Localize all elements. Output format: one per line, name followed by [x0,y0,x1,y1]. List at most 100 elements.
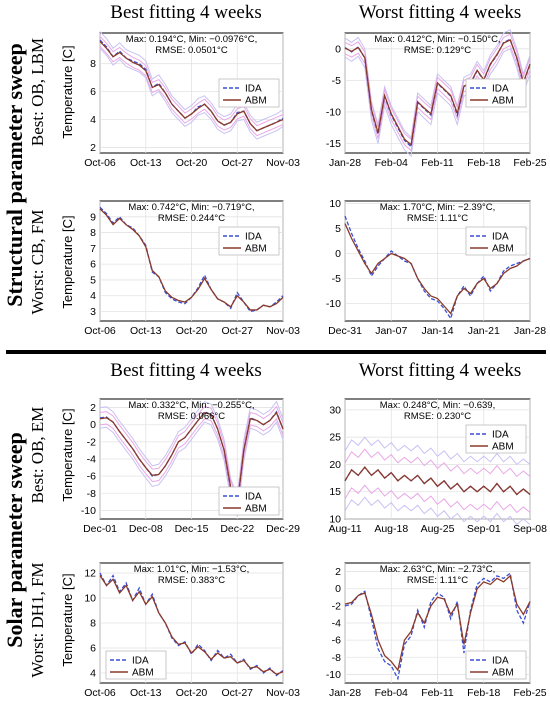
x-tick-label: Oct-13 [130,325,162,337]
chart-panels: 2 4 6 8 Oct-06 Oct-13 Oct-20 Oct-27 Nov-03 Max: 0… [81,29,547,699]
series-line-abm [99,40,284,132]
legend-label-abm: ABM [245,244,267,255]
band-lower-ida [99,48,284,140]
stats-text: Max: 2.63°C, Min: −2.73°C, [380,564,496,575]
legend-label-ida: IDA [245,232,262,243]
band-upper-abm [344,33,531,141]
legend-box [218,78,280,108]
legend-label-ida: IDA [492,232,509,243]
y-tick-label: 0 [335,43,341,55]
x-tick-label: Sep-08 [513,523,547,535]
x-tick-label: Jan-07 [375,325,407,337]
x-tick-label: Aug-18 [374,523,408,535]
legend-box [105,650,167,680]
x-tick-label: Jan-28 [514,325,546,337]
y-tick-label: 20 [329,459,341,471]
legend-label-abm: ABM [492,668,514,679]
chart-panel-1: 2 4 6 8 Oct-06 Oct-13 Oct-20 Oct-27 Nov-03 Max: 0… [84,31,300,169]
y-tick-label: 3 [90,306,96,318]
x-tick-label: Oct-20 [176,157,208,169]
stats-text: RMSE: 1.11°C [407,213,468,224]
y-tick-label: 2 [90,142,96,154]
x-tick-label: Feb-04 [375,157,408,169]
row-label-solar-worst: Worst: DH1, FM [28,562,47,677]
col-title-best-top: Best fitting 4 weeks [110,2,261,23]
series-line-abm [344,466,531,496]
y-tick-label: 2 [90,402,96,414]
x-tick-label: Oct-06 [84,157,116,169]
series-line-ida [344,215,531,321]
x-tick-label: Feb-04 [375,687,408,699]
series-line-abm [344,223,531,315]
x-tick-label: Aug-11 [328,523,361,535]
series-line-ida [344,572,531,681]
stats-text: Max: 0.742°C, Min: −0.719°C, [128,202,254,213]
stats-text: RMSE: 0.383°C [158,575,225,586]
band-lower-ida [344,496,531,526]
band-upper-ida [344,29,531,139]
y-tick-label: -5 [332,273,341,285]
x-tick-label: Jan-28 [329,157,361,169]
band-upper-abm [99,36,284,127]
row-label-structural-best: Best: OB, LBM [28,38,47,146]
chart-panel-7: 4 6 8 10 12 Oct-06 Oct-13 Oct-20 Oct-27 Nov-03 Max… [84,562,300,699]
y-tick-label: 4 [90,290,96,302]
legend-label-ida: IDA [132,656,149,667]
y-tick-label: 6 [90,643,96,655]
legend-label-abm: ABM [245,504,267,515]
col-title-worst-bottom: Worst fitting 4 weeks [359,360,522,381]
y-tick-label: 12 [84,568,96,580]
chart-panel-2: -15 -10 -5 0 Jan-28 Feb-04 Feb-11 Feb-18 Feb-25 M… [326,29,547,169]
y-tick-label: 30 [329,404,341,416]
band-lower-ida [99,421,284,517]
x-tick-label: Feb-25 [513,687,546,699]
x-tick-label: Jan-14 [421,325,453,337]
band-upper-abm [344,448,531,478]
x-tick-label: Jan-21 [468,325,500,337]
stats-text: RMSE: 1.11°C [407,575,468,586]
band-upper-ida [99,31,284,123]
section-label-structural: Structural parameter sweep [2,43,27,307]
x-tick-label: Dec-29 [266,523,300,535]
chart-panel-6: 10 15 20 25 30 Aug-11 Aug-18 Aug-25 Sep-01 Sep-08… [328,398,547,535]
band-lower-abm [99,417,284,511]
y-tick-label: 25 [329,432,341,444]
col-title-worst-top: Worst fitting 4 weeks [359,2,522,23]
y-tick-label: 10 [329,198,341,210]
x-tick-label: Aug-25 [421,523,455,535]
y-tick-label: -8 [332,652,341,664]
band-lower-abm [344,484,531,514]
y-tick-label: 2 [335,566,341,578]
band-upper-ida [344,436,531,466]
x-tick-label: Oct-13 [130,157,162,169]
series-line-abm [99,575,284,675]
legend-label-ida: IDA [245,84,262,95]
legend-label-abm: ABM [132,668,154,679]
legend-label-abm: ABM [245,96,267,107]
row-label-structural-worst: Worst: CB, FM [28,210,47,315]
band-upper-ida [99,400,284,497]
band-lower-abm [344,44,531,152]
band-lower-abm [99,46,284,137]
x-tick-label: Oct-20 [176,687,208,699]
legend-label-ida: IDA [492,84,509,95]
y-tick-label: 7 [90,243,96,255]
y-tick-label: 0 [335,248,341,260]
x-tick-label: Sep-01 [467,523,501,535]
stats-text: RMSE: 0.129°C [404,45,471,56]
x-tick-label: Dec-08 [129,523,163,535]
stats-text: Max: 0.412°C, Min: −0.150°C, [374,34,500,45]
legend-box [465,226,527,256]
y-tick-label: -10 [326,298,341,310]
x-tick-label: Nov-03 [266,687,300,699]
stats-text: Max: 1.70°C, Min: −2.39°C, [380,202,496,213]
y-tick-label: 9 [90,211,96,223]
y-tick-label: 0 [335,583,341,595]
x-tick-label: Oct-06 [84,687,116,699]
